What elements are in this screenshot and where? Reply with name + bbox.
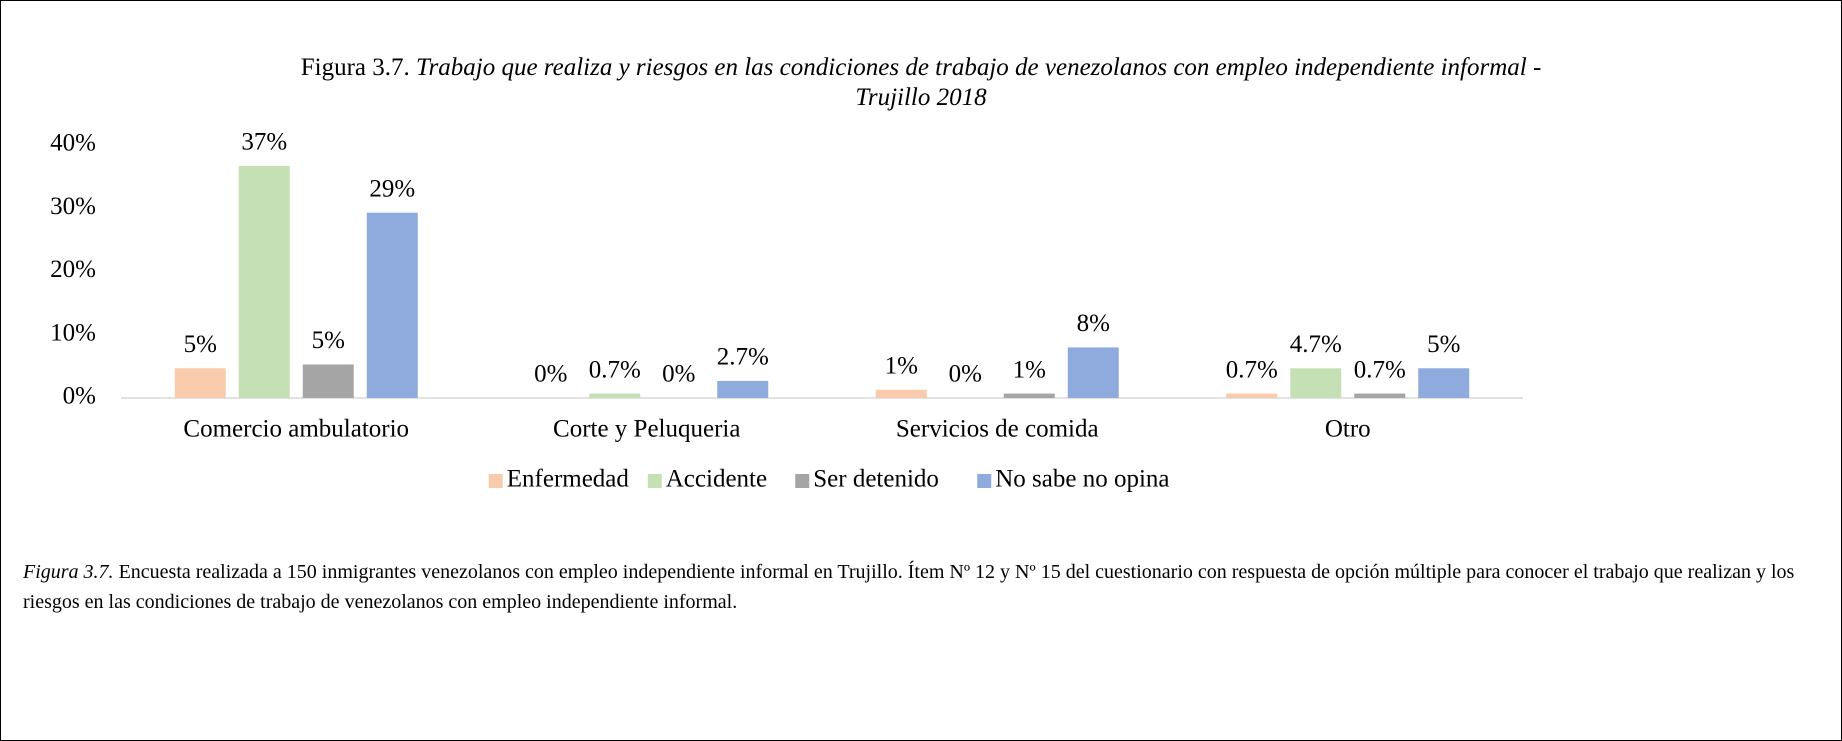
title-label: Figura 3.7. — [300, 54, 410, 81]
bar — [174, 368, 226, 398]
data-label: 1% — [1013, 356, 1046, 383]
legend-label: Accidente — [666, 466, 767, 493]
bar — [366, 212, 418, 398]
data-label: 0% — [662, 361, 695, 388]
x-tick-label: Comercio ambulatorio — [183, 416, 409, 443]
caption-label: Figura 3.7. — [23, 561, 114, 583]
data-label: 5% — [184, 331, 217, 358]
data-label: 4.7% — [1290, 331, 1342, 358]
bar — [238, 165, 290, 398]
data-label: 0.7% — [589, 356, 641, 383]
caption: Figura 3.7. Encuesta realizada a 150 inm… — [23, 557, 1823, 617]
data-label: 8% — [1077, 310, 1110, 337]
data-label: 0% — [534, 361, 567, 388]
bar — [302, 364, 354, 398]
y-tick-label: 20% — [50, 256, 96, 283]
bar — [1067, 347, 1119, 398]
legend-label: Enfermedad — [507, 466, 630, 493]
legend-label: No sabe no opina — [995, 466, 1169, 493]
data-label: 2.7% — [717, 344, 769, 371]
bar — [1003, 393, 1055, 398]
bar — [1226, 393, 1278, 398]
bar — [1290, 368, 1342, 398]
y-tick-label: 10% — [50, 319, 96, 346]
y-tick-label: 0% — [63, 383, 96, 410]
bar — [1354, 393, 1406, 398]
data-label: 29% — [369, 175, 415, 202]
chart: 0% 10% 20% 30% 40% Comercio ambulatorio 5% 37% 5… — [50, 129, 1523, 493]
bar — [1418, 368, 1470, 398]
x-tick-label: Otro — [1325, 416, 1371, 443]
data-label: 37% — [241, 129, 287, 156]
y-tick-label: 30% — [50, 193, 96, 220]
legend-swatch — [795, 474, 810, 488]
bar — [717, 380, 769, 398]
caption-text: Encuesta realizada a 150 inmigrantes ven… — [23, 561, 1795, 613]
x-tick-label: Corte y Peluqueria — [553, 416, 740, 443]
legend-swatch — [488, 474, 503, 488]
title-text: Trabajo que realiza y riesgos en las con… — [416, 54, 1542, 111]
legend-swatch — [647, 474, 662, 488]
data-label: 0% — [949, 361, 982, 388]
x-tick-label: Servicios de comida — [896, 416, 1099, 443]
data-label: 0.7% — [1354, 356, 1406, 383]
legend-swatch — [977, 474, 992, 488]
bar — [589, 393, 641, 398]
chart-title: Figura 3.7. Trabajo que realiza y riesgo… — [261, 53, 1581, 113]
legend-label: Ser detenido — [813, 466, 939, 493]
data-label: 1% — [885, 353, 918, 380]
data-label: 0.7% — [1226, 356, 1278, 383]
data-label: 5% — [1427, 331, 1460, 358]
y-tick-label: 40% — [50, 130, 96, 157]
data-label: 5% — [312, 327, 345, 354]
bar — [875, 389, 927, 398]
